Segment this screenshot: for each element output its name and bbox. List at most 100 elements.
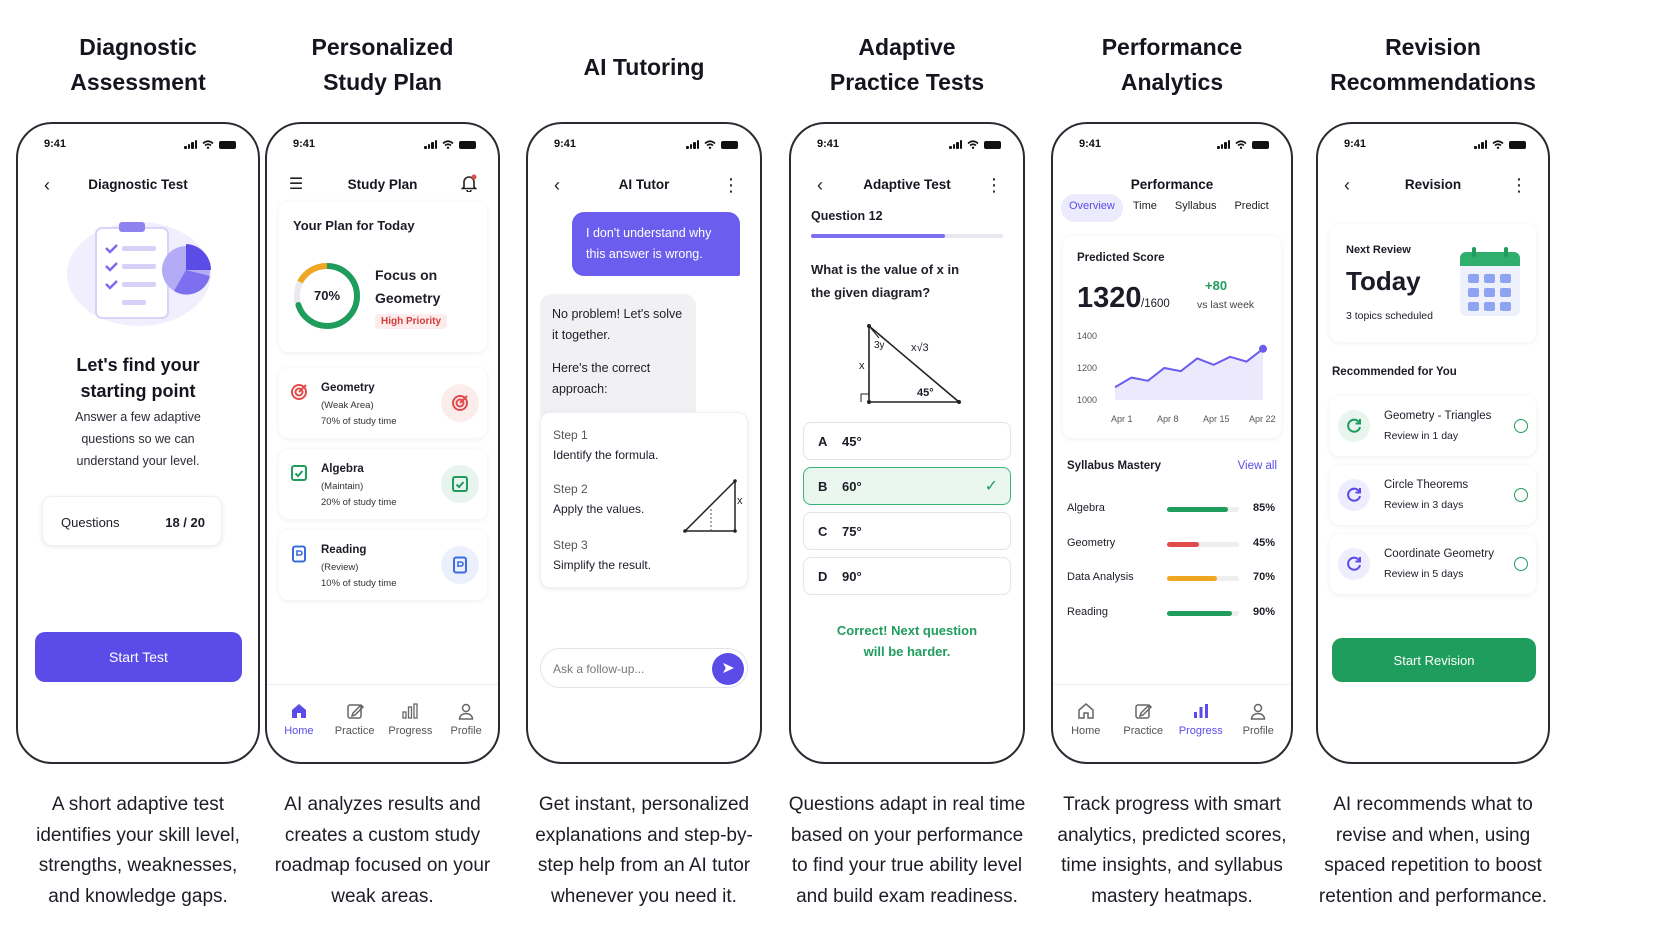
revision-topic: Geometry - Triangles: [1384, 410, 1492, 422]
plan-item-time: 20% of study time: [321, 497, 397, 508]
column-description: Get instant, personalized explanations an…: [535, 794, 753, 907]
nav-label: Profile: [1242, 725, 1274, 737]
mastery-row: Data Analysis 70%: [1053, 571, 1291, 587]
next-review-value: Today: [1346, 266, 1421, 296]
more-icon[interactable]: ⋮: [1510, 175, 1528, 195]
more-icon[interactable]: ⋮: [722, 175, 740, 195]
nav-item-practice[interactable]: Practice: [327, 685, 383, 762]
nav-label: Progress: [388, 725, 433, 737]
radio-icon[interactable]: [1514, 419, 1528, 433]
more-icon[interactable]: ⋮: [985, 175, 1003, 195]
refresh-icon: [1338, 410, 1370, 442]
menu-icon[interactable]: ☰: [288, 176, 304, 193]
bell-icon[interactable]: [458, 174, 480, 196]
back-icon[interactable]: ‹: [44, 175, 50, 195]
wifi-icon: [202, 140, 214, 149]
nav-item-progress[interactable]: Progress: [383, 685, 439, 762]
nav-item-profile[interactable]: Profile: [1230, 685, 1286, 762]
nav-item-home[interactable]: Home: [1058, 685, 1114, 762]
answer-option-a[interactable]: A 45°: [803, 422, 1011, 460]
mastery-row: Reading 90%: [1053, 606, 1291, 622]
triangle-diagram: [683, 479, 737, 533]
mastery-bar-track: [1167, 541, 1239, 547]
checklist-icon: [289, 463, 309, 488]
revision-when: Review in 1 day: [1384, 430, 1459, 442]
heading: Let's find your starting point: [76, 355, 200, 401]
check-icon: ✓: [984, 478, 998, 495]
nav-item-profile[interactable]: Profile: [438, 685, 494, 762]
tab-predict[interactable]: Predict: [1234, 200, 1269, 212]
battery-icon: [984, 140, 1001, 149]
plan-item-tag: (Weak Area): [321, 400, 374, 411]
mastery-subject: Reading: [1067, 605, 1108, 618]
column-description: Questions adapt in real time based on you…: [788, 794, 1026, 907]
x-tick-label: Apr 15: [1203, 414, 1230, 424]
diagram-side-c: x: [859, 360, 865, 372]
questions-value: 18 / 20: [165, 515, 205, 530]
radio-icon[interactable]: [1514, 557, 1528, 571]
mastery-subject: Geometry: [1067, 536, 1116, 549]
card-title: Your Plan for Today: [293, 218, 415, 233]
tab-time[interactable]: Time: [1132, 200, 1157, 212]
plan-item[interactable]: Geometry (Weak Area) 70% of study time: [279, 368, 487, 438]
plan-item[interactable]: Reading (Review) 10% of study time: [279, 530, 487, 600]
revision-item[interactable]: Geometry - Triangles Review in 1 day: [1330, 396, 1536, 456]
chat-input[interactable]: Ask a follow-up... ➤: [540, 648, 748, 688]
mastery-bar-fill: [1167, 541, 1200, 547]
nav-label: Profile: [450, 725, 482, 737]
column-title: Adaptive Practice Tests: [829, 34, 985, 95]
view-all-link[interactable]: View all: [1237, 460, 1277, 472]
questions-card: Questions 18 / 20: [42, 496, 222, 546]
wifi-icon: [1235, 140, 1247, 149]
nav-label: Practice: [1123, 725, 1164, 737]
battery-icon: [1509, 140, 1526, 149]
target-icon: [289, 382, 309, 407]
nav-label: Home: [284, 725, 314, 737]
back-icon[interactable]: ‹: [1344, 175, 1350, 195]
revision-item[interactable]: Coordinate Geometry Review in 5 days: [1330, 534, 1536, 594]
user-message: I don't understand why this answer is wro…: [572, 212, 740, 276]
page-title: Performance: [1130, 177, 1214, 192]
radio-icon[interactable]: [1514, 488, 1528, 502]
option-text: 60°: [842, 479, 862, 494]
plan-item-tag: (Maintain): [321, 481, 364, 492]
plan-item-name: Algebra: [321, 463, 364, 475]
chat-input-placeholder: Ask a follow-up...: [553, 662, 645, 676]
revision-item[interactable]: Circle Theorems Review in 3 days: [1330, 465, 1536, 525]
bottom-nav: Home Practice Progress Profile: [1053, 684, 1291, 762]
phone-revision: 9:41 ‹ Revision ⋮ Next Review Today 3 to…: [1316, 122, 1550, 764]
next-review-card: Next Review Today 3 topics scheduled: [1330, 224, 1536, 342]
back-icon[interactable]: ‹: [817, 175, 823, 195]
question-number: Question 12: [811, 209, 883, 223]
nav-item-progress[interactable]: Progress: [1173, 685, 1229, 762]
bot-message: No problem! Let's solve it together. Here'…: [540, 294, 696, 424]
body-text: Answer a few adaptive questions so we can…: [75, 410, 201, 468]
signal-icon: [1474, 140, 1487, 149]
plan-today-card: Your Plan for Today 70% Focus on Geometry…: [279, 202, 487, 352]
nav-item-practice[interactable]: Practice: [1115, 685, 1171, 762]
phone-adaptive-test: 9:41 ‹ Adaptive Test ⋮ Question 12 What …: [789, 122, 1025, 764]
tab-syllabus[interactable]: Syllabus: [1174, 200, 1217, 212]
mastery-subject: Data Analysis: [1067, 571, 1134, 583]
score-max: /1600: [1141, 298, 1170, 310]
start-revision-button[interactable]: Start Revision: [1332, 638, 1536, 682]
start-test-button[interactable]: Start Test: [35, 632, 242, 682]
home-icon: [1058, 701, 1114, 721]
column-title: Diagnostic Assessment: [70, 34, 206, 95]
plan-item[interactable]: Algebra (Maintain) 20% of study time: [279, 449, 487, 519]
send-icon[interactable]: ➤: [712, 653, 744, 685]
status-bar: 9:41: [817, 138, 1001, 152]
answer-option-d[interactable]: D 90°: [803, 557, 1011, 595]
answer-option-c[interactable]: C 75°: [803, 512, 1011, 550]
recommended-title: Recommended for You: [1332, 366, 1457, 378]
chart-area: [1115, 348, 1263, 400]
option-letter: A: [818, 434, 828, 449]
nav-item-home[interactable]: Home: [271, 685, 327, 762]
bar-chart-icon: [1173, 701, 1229, 721]
tab-overview[interactable]: Overview: [1061, 194, 1123, 222]
predicted-score-card: Predicted Score 1320 /1600 +80 vs last w…: [1063, 236, 1281, 438]
answer-option-b[interactable]: B 60° ✓: [803, 467, 1011, 505]
column-description: Track progress with smart analytics, pred…: [1057, 794, 1287, 907]
wifi-icon: [442, 140, 454, 149]
back-icon[interactable]: ‹: [554, 175, 560, 195]
